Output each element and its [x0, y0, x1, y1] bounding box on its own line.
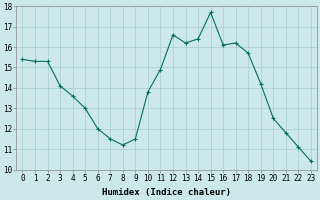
X-axis label: Humidex (Indice chaleur): Humidex (Indice chaleur) — [102, 188, 231, 197]
